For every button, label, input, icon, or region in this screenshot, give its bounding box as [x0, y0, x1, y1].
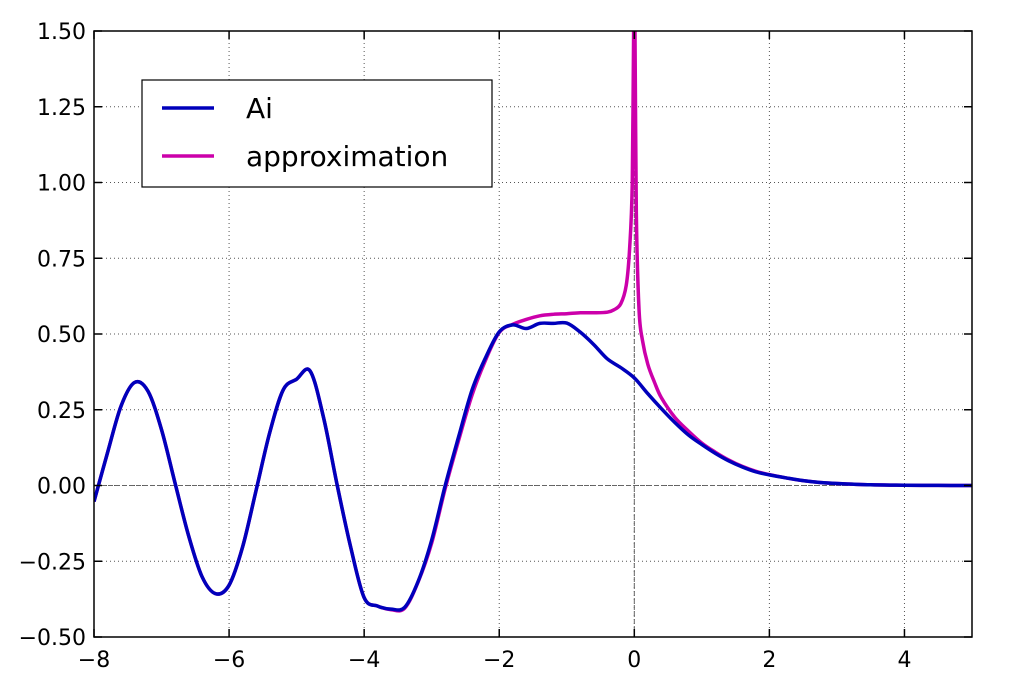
legend-label: approximation: [246, 140, 448, 173]
x-tick-label: 4: [897, 648, 911, 673]
y-tick-label: 0.00: [37, 475, 86, 500]
y-tick-label: −0.50: [19, 626, 86, 651]
y-tick-label: 0.75: [37, 247, 86, 272]
plot-area: [94, 31, 972, 613]
x-tick-label: −4: [348, 648, 380, 673]
y-tick-label: 1.50: [37, 20, 86, 45]
legend: Ai approximation: [141, 79, 493, 188]
x-axis: −8 −6 −4 −2 0 2 4: [78, 31, 911, 673]
y-tick-label: −0.25: [19, 550, 86, 575]
y-tick-label: 0.25: [37, 399, 86, 424]
legend-label: Ai: [246, 92, 273, 125]
x-tick-label: −8: [78, 648, 110, 673]
series-line-ai: [94, 320, 972, 612]
x-tick-label: 0: [627, 648, 641, 673]
x-tick-label: −6: [213, 648, 245, 673]
y-tick-label: 1.00: [37, 172, 86, 197]
x-tick-label: 2: [762, 648, 776, 673]
y-tick-label: 1.25: [37, 96, 86, 121]
y-tick-label: 0.50: [37, 323, 86, 348]
x-tick-label: −2: [483, 648, 515, 673]
y-axis: −0.50 −0.25 0.00 0.25 0.50 0.75 1.00 1.25 1.50: [19, 20, 972, 651]
legend-box: [141, 79, 493, 188]
